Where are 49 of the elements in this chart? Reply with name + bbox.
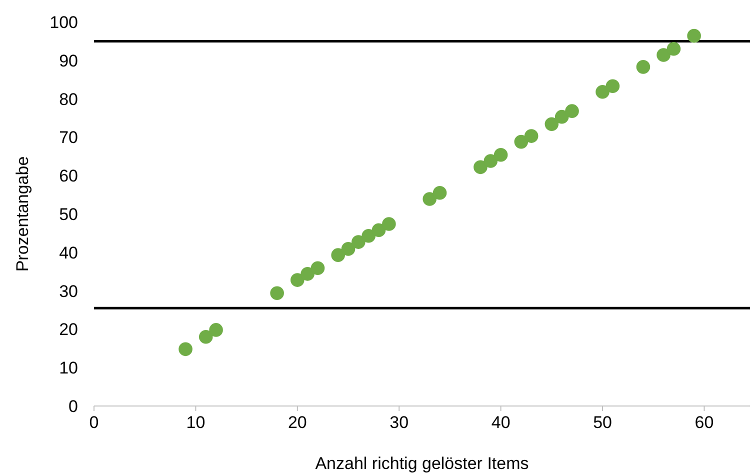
y-tick-label: 40 [59,243,78,262]
x-tick-label: 30 [390,413,409,432]
point [524,129,538,143]
y-tick-label: 80 [59,90,78,109]
x-tick-label: 10 [186,413,206,432]
point [514,134,528,149]
point [341,242,356,256]
point [310,261,325,276]
point [596,84,610,99]
y-tick-label: 30 [59,282,78,301]
y-tick-label: 10 [59,358,78,378]
point [198,330,213,344]
x-tick-label: 40 [491,413,510,432]
y-tick-label: 50 [59,205,78,224]
x-tick-label: 50 [593,413,612,432]
point [422,192,437,206]
point [484,154,498,168]
point [544,117,559,132]
x-axis-title: Anzahl richtig gelöster Items [315,454,529,473]
point [290,273,304,287]
x-tick-label: 60 [694,413,714,432]
point [494,148,508,162]
point [656,48,670,62]
point [554,110,569,124]
point [372,223,386,238]
point [606,79,620,94]
point [636,60,650,74]
point [178,342,192,356]
point [666,42,681,56]
point [474,160,488,174]
y-tick-label: 60 [59,166,78,186]
y-tick-label: 70 [59,128,78,148]
point [687,28,701,43]
x-tick-label: 20 [288,413,307,432]
x-tick-label: 0 [89,413,99,432]
y-tick-label: 90 [59,51,78,70]
point [432,186,447,200]
point [331,248,346,262]
point [362,228,376,243]
point [382,217,396,231]
y-axis-title: Prozentangabe [13,156,32,272]
point [352,235,366,249]
y-tick-label: 0 [68,397,78,416]
point [270,286,284,300]
point [300,267,314,281]
y-tick-label: 100 [50,13,78,32]
point [565,104,579,118]
y-tick-label: 20 [59,320,78,340]
point [209,323,223,337]
